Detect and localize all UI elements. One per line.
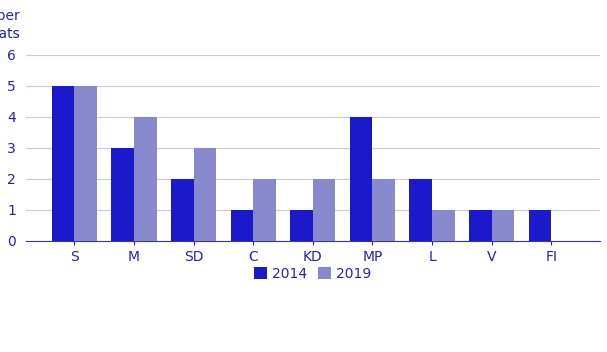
Bar [469, 210, 492, 241]
Bar [231, 210, 253, 241]
Bar [373, 179, 395, 241]
Legend: 2014, 2019: 2014, 2019 [248, 261, 377, 286]
Bar [253, 179, 276, 241]
Bar [350, 117, 373, 241]
Bar [432, 210, 455, 241]
Bar [409, 179, 432, 241]
Bar [74, 86, 97, 241]
Bar [171, 179, 194, 241]
Bar [492, 210, 514, 241]
Bar [290, 210, 313, 241]
Bar [111, 148, 134, 241]
Bar [194, 148, 216, 241]
Bar [529, 210, 551, 241]
Bar [52, 86, 74, 241]
Bar [313, 179, 336, 241]
Bar [134, 117, 157, 241]
Text: Number
of seats: Number of seats [0, 9, 21, 40]
